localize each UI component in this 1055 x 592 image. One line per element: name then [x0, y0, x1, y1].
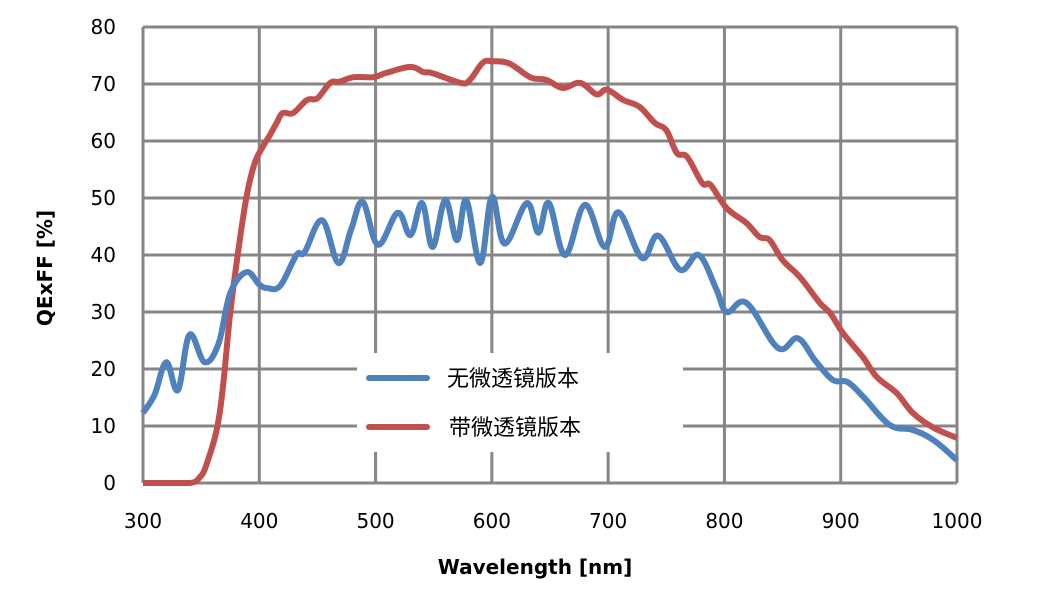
x-tick-label: 1000: [932, 509, 983, 533]
y-tick-label: 60: [91, 129, 116, 153]
x-tick-label: 900: [822, 509, 860, 533]
legend-label-no-microlens: 无微透镜版本: [447, 367, 579, 392]
x-tick-label: 800: [705, 509, 743, 533]
x-tick-label: 300: [124, 509, 162, 533]
legend-box: [357, 353, 683, 452]
y-tick-labels: 0 10 20 30 40 50 60 70 80: [91, 15, 116, 495]
y-tick-label: 20: [91, 357, 116, 381]
y-tick-label: 40: [91, 243, 116, 267]
y-tick-label: 80: [91, 15, 116, 39]
series-line-no-microlens: [140, 193, 959, 463]
series-line-with-microlens: [142, 57, 959, 487]
y-tick-label: 50: [91, 186, 116, 210]
y-tick-label: 70: [91, 72, 116, 96]
x-tick-label: 700: [589, 509, 627, 533]
x-tick-label: 600: [473, 509, 511, 533]
series-lines: [140, 57, 959, 487]
y-tick-label: 0: [103, 471, 116, 495]
x-tick-label: 500: [356, 509, 394, 533]
legend: 无微透镜版本 带微透镜版本: [357, 353, 683, 452]
x-axis-title: Wavelength [nm]: [438, 555, 633, 579]
y-axis-title: QExFF [%]: [33, 210, 57, 326]
x-tick-label: 400: [240, 509, 278, 533]
y-tick-label: 10: [91, 414, 116, 438]
x-tick-labels: 300 400 500 600 700 800 900 1000: [124, 509, 983, 533]
legend-label-with-microlens: 带微透镜版本: [449, 416, 581, 441]
y-tick-label: 30: [91, 300, 116, 324]
